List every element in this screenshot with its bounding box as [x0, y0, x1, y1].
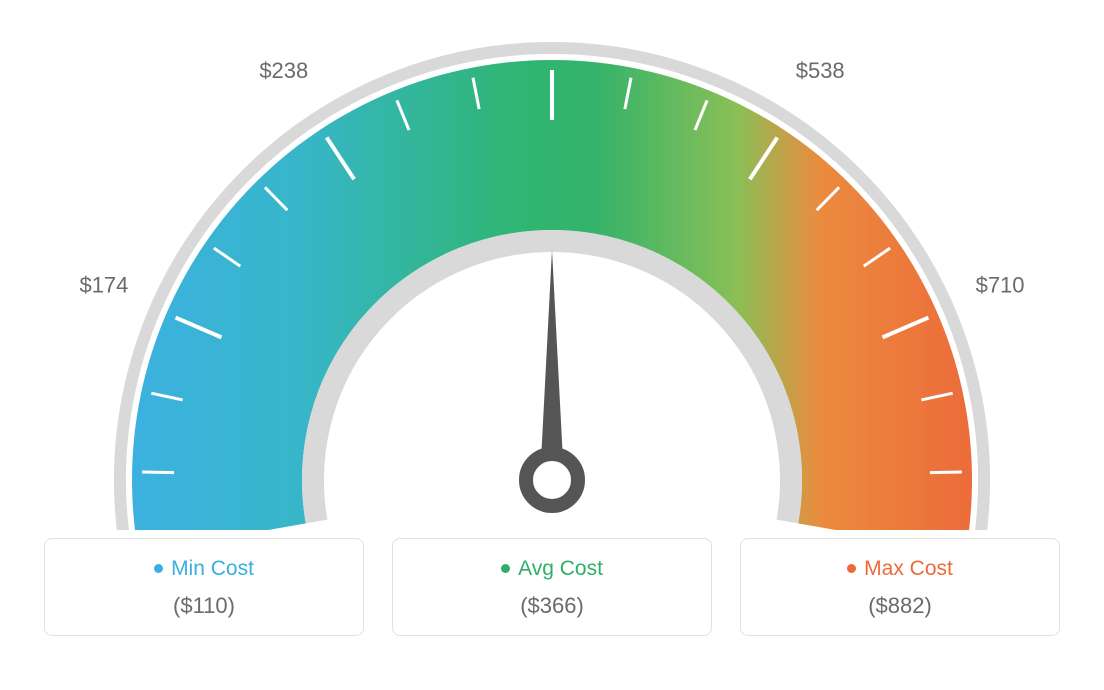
gauge-needle: [512, 250, 592, 480]
legend-title-max: Max Cost: [847, 557, 953, 581]
legend-value-max: ($882): [741, 593, 1059, 619]
legend-value-min: ($110): [45, 593, 363, 619]
legend-title-min: Min Cost: [154, 557, 254, 581]
legend-title-avg: Avg Cost: [501, 557, 603, 581]
legend-card-max: Max Cost ($882): [740, 538, 1060, 636]
tick-label: $710: [976, 272, 1025, 297]
minor-tick: [930, 472, 962, 473]
legend-card-min: Min Cost ($110): [44, 538, 364, 636]
tick-label: $174: [79, 272, 128, 297]
tick-label: $366: [528, 0, 577, 3]
legend-row: Min Cost ($110) Avg Cost ($366) Max Cost ($88…: [0, 530, 1104, 636]
legend-card-avg: Avg Cost ($366): [392, 538, 712, 636]
legend-value-avg: ($366): [393, 593, 711, 619]
needle-hub: [526, 454, 578, 506]
minor-tick: [142, 472, 174, 473]
gauge-svg: $110$174$238$366$538$710$882: [0, 0, 1104, 530]
tick-label: $538: [796, 58, 845, 83]
tick-label: $238: [259, 58, 308, 83]
cost-gauge: $110$174$238$366$538$710$882: [0, 0, 1104, 530]
